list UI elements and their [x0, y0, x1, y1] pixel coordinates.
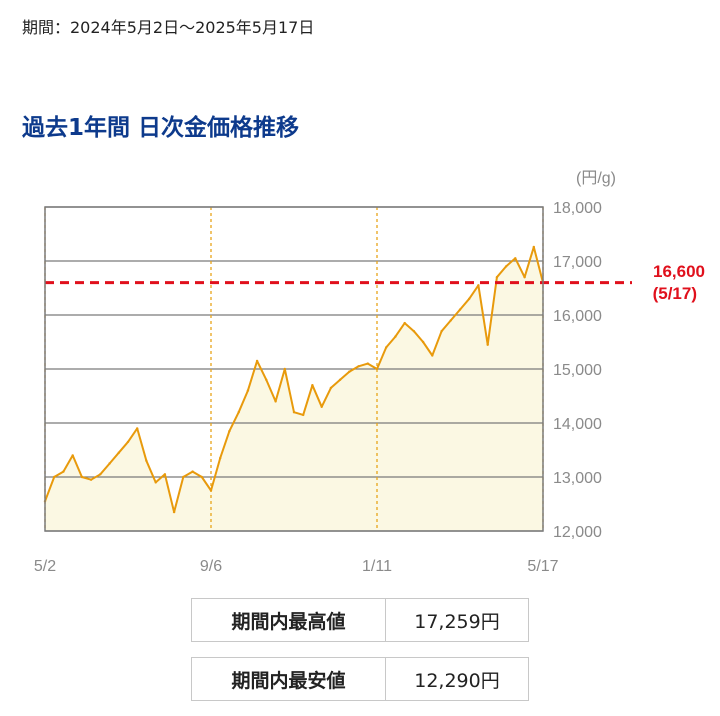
price-point	[80, 475, 84, 479]
stats-table: 期間内最高値 17,259円 期間内最安値 12,290円	[191, 598, 529, 716]
price-point	[89, 478, 93, 481]
price-point	[412, 330, 416, 333]
price-point	[403, 321, 406, 325]
price-point	[62, 470, 65, 473]
price-point	[523, 276, 526, 279]
stat-label-high: 期間内最高値	[192, 599, 386, 641]
price-point	[385, 346, 388, 349]
y-tick-label: 14,000	[553, 416, 602, 433]
unit-label: (円/g)	[576, 170, 616, 187]
price-point	[265, 378, 268, 381]
price-point	[200, 475, 203, 479]
chart-title: 過去1年間 日次金価格推移	[22, 115, 300, 141]
y-tick-label: 18,000	[553, 200, 602, 217]
price-point	[53, 475, 56, 479]
price-point	[375, 367, 379, 371]
price-point	[320, 405, 323, 408]
price-point	[246, 389, 250, 392]
stat-value-low: 12,290円	[414, 669, 500, 692]
x-tick-label: 1/11	[362, 558, 392, 575]
price-point	[274, 400, 277, 403]
price-point	[449, 319, 452, 322]
price-point	[292, 411, 296, 414]
price-point	[458, 308, 462, 311]
price-point	[495, 276, 499, 279]
stat-row-high: 期間内最高値 17,259円	[191, 598, 529, 642]
price-point	[163, 473, 167, 476]
price-point	[440, 330, 443, 333]
price-point	[99, 473, 102, 476]
price-point	[126, 440, 130, 444]
price-point	[117, 451, 121, 454]
price-point	[154, 481, 157, 484]
price-point	[431, 354, 434, 357]
price-point	[486, 343, 489, 346]
price-point	[348, 370, 351, 373]
price-point	[283, 367, 286, 371]
price-point	[504, 265, 508, 268]
y-tick-label: 15,000	[553, 362, 602, 379]
stat-label-low: 期間内最安値	[192, 658, 386, 700]
price-point	[468, 297, 471, 300]
price-area-fill	[45, 247, 543, 531]
price-point	[136, 427, 139, 430]
price-point	[338, 378, 342, 381]
price-point	[421, 340, 425, 344]
y-tick-label: 17,000	[553, 254, 602, 271]
price-point	[366, 362, 369, 365]
price-point	[172, 510, 176, 514]
stat-value-high: 17,259円	[414, 610, 500, 633]
y-tick-label: 16,000	[553, 308, 602, 325]
price-point	[311, 384, 314, 387]
x-tick-label: 5/17	[527, 558, 558, 575]
price-point	[108, 462, 111, 465]
price-point	[394, 335, 397, 338]
stat-row-low: 期間内最安値 12,290円	[191, 657, 529, 701]
reference-value-label: 16,600	[653, 262, 705, 281]
price-point	[477, 284, 480, 287]
price-point	[514, 257, 517, 260]
x-tick-label: 5/2	[34, 558, 56, 575]
price-point	[182, 475, 185, 479]
price-point	[71, 454, 74, 457]
price-point	[532, 245, 535, 249]
price-point	[302, 413, 305, 417]
price-point	[219, 456, 222, 460]
price-point	[191, 470, 194, 473]
price-point	[209, 489, 213, 492]
price-point	[228, 429, 231, 433]
price-point	[145, 459, 148, 462]
price-point	[357, 365, 360, 368]
price-point	[255, 359, 259, 363]
y-tick-label: 13,000	[553, 470, 602, 487]
period-text: 期間：2024年5月2日～2025年5月17日	[22, 18, 315, 37]
plot-frame	[44, 206, 544, 532]
y-tick-label: 12,000	[553, 524, 602, 541]
reference-date-label: (5/17)	[653, 284, 697, 303]
x-tick-label: 9/6	[200, 558, 222, 575]
gold-price-chart: 12,000 13,000 14,000 15,000 16,000 17,000 18,0…	[34, 170, 705, 575]
price-point	[329, 386, 333, 390]
price-point	[237, 411, 240, 414]
